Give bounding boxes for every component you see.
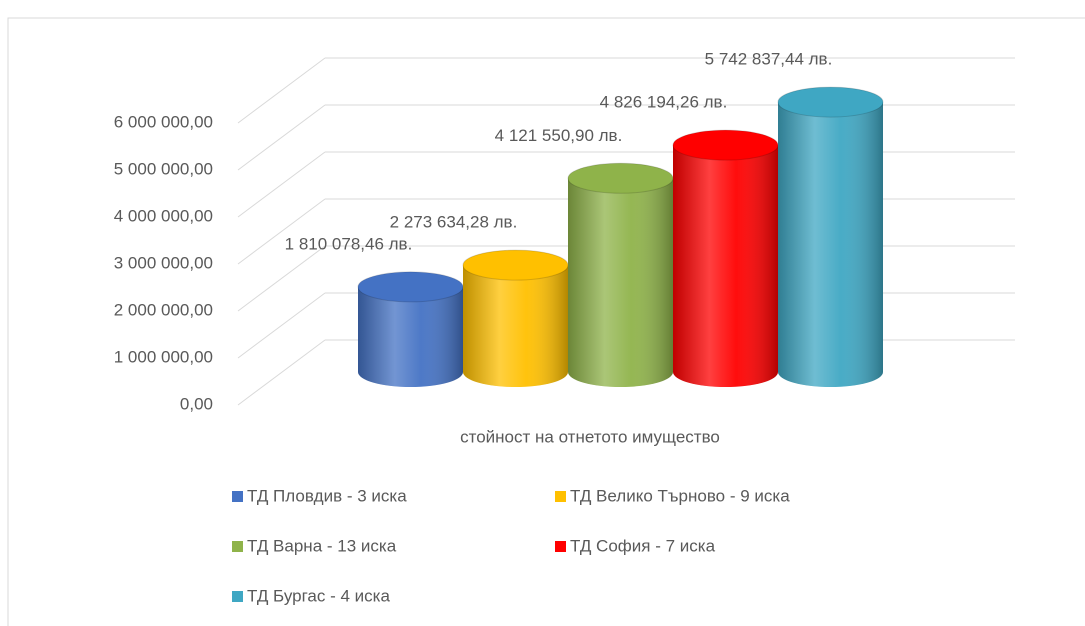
data-label: 4 121 550,90 лв. — [495, 126, 623, 145]
cylinder-part — [462, 249, 569, 281]
legend-swatch — [232, 591, 243, 602]
y-tick-label: 4 000 000,00 — [114, 206, 213, 225]
y-tick-label: 3 000 000,00 — [114, 253, 213, 272]
legend-swatch — [555, 541, 566, 552]
cylinder-part — [357, 271, 464, 303]
cylinder-part — [672, 129, 779, 161]
grid-line — [237, 292, 326, 359]
legend-label: ТД Варна - 13 иска — [247, 536, 397, 555]
legend-label: ТД Пловдив - 3 иска — [247, 486, 407, 505]
cylinder-part — [358, 286, 464, 388]
legend-swatch — [232, 491, 243, 502]
y-tick-label: 6 000 000,00 — [114, 112, 213, 131]
legend-label: ТД Бургас - 4 иска — [247, 586, 390, 605]
x-category-label: стойност на отнетото имущество — [460, 427, 720, 446]
legend-label: ТД Велико Търново - 9 иска — [570, 486, 790, 505]
grid-line — [237, 104, 326, 171]
y-tick-label: 5 000 000,00 — [114, 159, 213, 178]
cylinder — [357, 271, 464, 388]
grid-line — [237, 151, 326, 218]
legend-label: ТД София - 7 иска — [570, 536, 716, 555]
grid-line — [237, 198, 326, 265]
cylinder-part — [567, 162, 674, 194]
legend-swatch — [232, 541, 243, 552]
data-label: 2 273 634,28 лв. — [390, 213, 518, 232]
y-tick-label: 1 000 000,00 — [114, 347, 213, 366]
grid-line — [237, 57, 326, 124]
cylinder-part — [568, 178, 673, 388]
cylinder-part — [673, 145, 778, 388]
legend-swatch — [555, 491, 566, 502]
y-tick-label: 0,00 — [180, 394, 213, 413]
cylinder — [672, 129, 779, 388]
cylinder-part — [778, 102, 883, 388]
cylinder — [567, 162, 674, 388]
grid-line — [237, 339, 326, 406]
grid-line — [237, 245, 326, 312]
cylinder — [777, 86, 884, 388]
data-label: 4 826 194,26 лв. — [600, 93, 728, 112]
chart-border — [7, 17, 1085, 626]
data-label: 5 742 837,44 лв. — [705, 50, 833, 69]
cylinder-part — [463, 265, 568, 388]
y-tick-label: 2 000 000,00 — [114, 300, 213, 319]
cylinder-part — [777, 86, 884, 118]
data-label: 1 810 078,46 лв. — [285, 234, 413, 253]
cylinder — [462, 249, 569, 388]
